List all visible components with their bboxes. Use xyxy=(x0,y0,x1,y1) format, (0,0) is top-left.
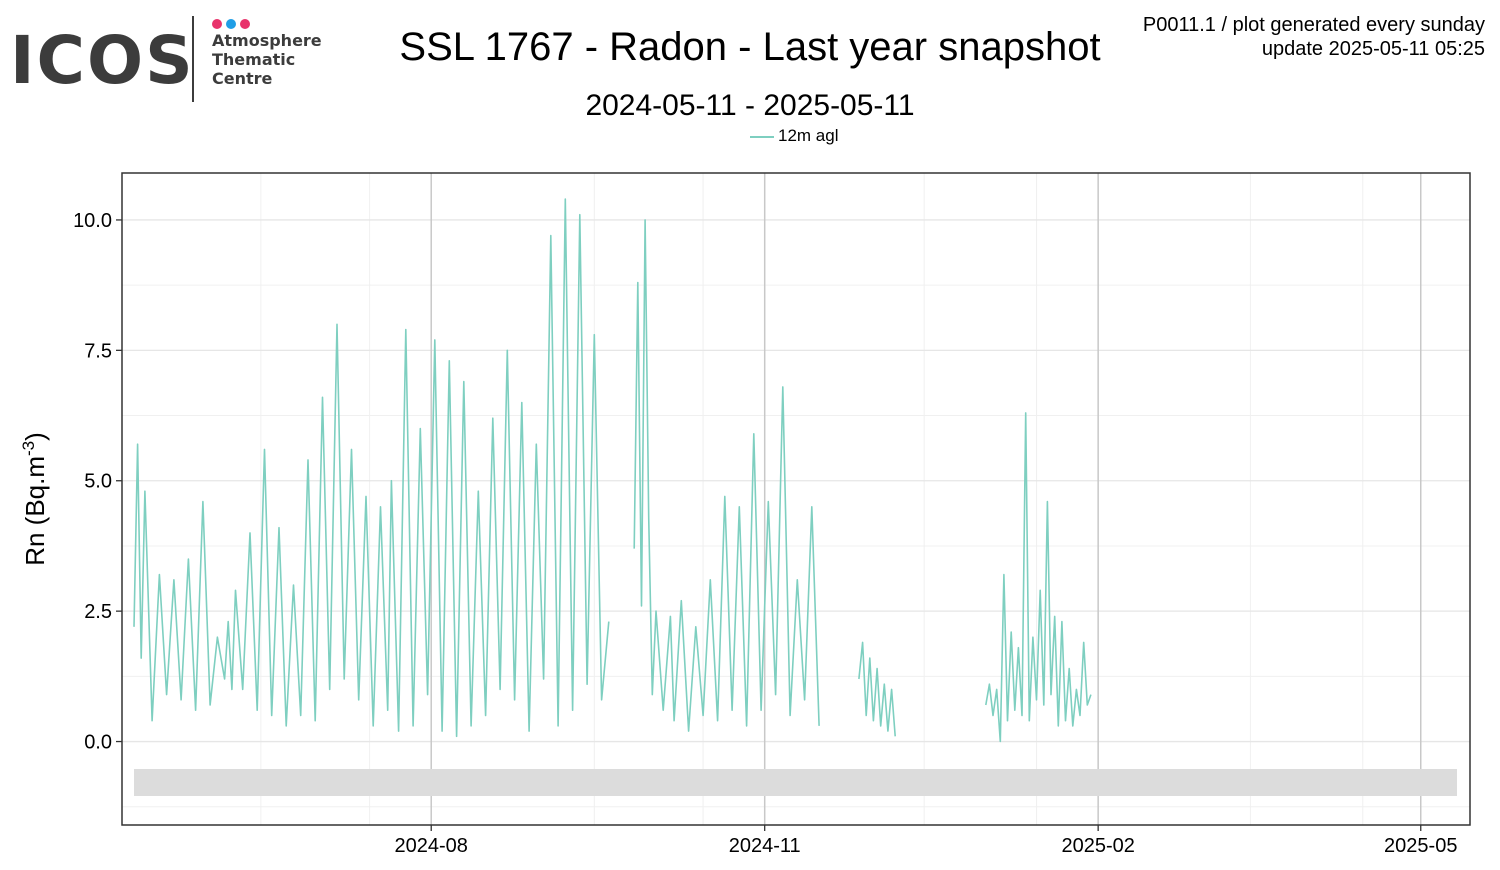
x-axis: 2024-08 2024-11 2025-02 2025-05 xyxy=(395,825,1457,857)
legend-label: 12m agl xyxy=(778,126,839,145)
plot-border xyxy=(121,172,1471,826)
x-tick-label: 2024-08 xyxy=(395,835,468,857)
x-tick-label: 2025-05 xyxy=(1384,835,1457,857)
logo-dots-icon xyxy=(212,16,254,29)
logo-dot xyxy=(240,19,250,29)
y-axis: 0.0 2.5 5.0 7.5 10.0 xyxy=(73,210,122,754)
logo-line-1: Atmosphere xyxy=(212,31,322,50)
logo-divider xyxy=(192,16,194,102)
y-axis-label: Rn (Bq.m-3) xyxy=(19,432,50,566)
logo-line-3: Centre xyxy=(212,69,273,88)
icos-logo: ICOS Atmosphere Thematic Centre xyxy=(10,14,330,106)
y-tick-label: 5.0 xyxy=(84,471,112,493)
series-line-segment xyxy=(633,219,820,732)
y-tick-label: 2.5 xyxy=(84,601,112,623)
x-tick-label: 2025-02 xyxy=(1061,835,1134,857)
series-line-segment xyxy=(858,641,896,737)
legend-key-line xyxy=(750,135,774,138)
update-info-line-2: update 2025-05-11 05:25 xyxy=(1261,38,1485,60)
chart-subtitle: 2024-05-11 - 2025-05-11 xyxy=(585,89,915,122)
series-line-segment xyxy=(985,412,1092,743)
logo-dot xyxy=(212,19,222,29)
logo-dot xyxy=(226,19,236,29)
logo-wordmark: ICOS xyxy=(10,22,195,99)
update-info: P0011.1 / plot generated every sunday up… xyxy=(1143,13,1485,61)
plot-panel xyxy=(122,173,1470,825)
series-12m-agl xyxy=(133,198,1092,743)
y-tick-label: 10.0 xyxy=(73,210,112,232)
chart-legend: 12m agl xyxy=(750,126,838,146)
quality-band xyxy=(134,769,1457,796)
y-tick-label: 7.5 xyxy=(84,340,112,362)
update-info-line-1: P0011.1 / plot generated every sunday xyxy=(1142,14,1485,36)
y-tick-label: 0.0 xyxy=(84,732,112,754)
chart-title: SSL 1767 - Radon - Last year snapshot xyxy=(399,25,1101,69)
grid-lines xyxy=(122,173,1470,825)
logo-subtitle: Atmosphere Thematic Centre xyxy=(212,31,322,88)
series-line-segment xyxy=(133,198,610,738)
x-tick-label: 2024-11 xyxy=(729,835,801,857)
logo-line-2: Thematic xyxy=(212,50,296,69)
